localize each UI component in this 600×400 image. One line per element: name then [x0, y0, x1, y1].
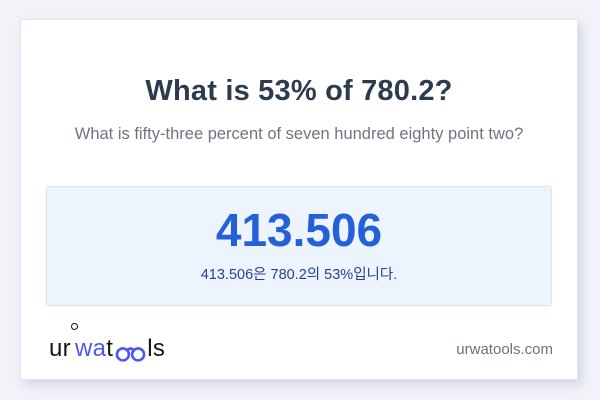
logo-text-wa: wa [74, 335, 107, 362]
degree-ring-icon [70, 323, 78, 330]
content-card: What is 53% of 780.2? What is fifty-thre… [20, 19, 578, 380]
logo-text-t: t [106, 335, 114, 362]
page-title: What is 53% of 780.2? [145, 75, 453, 107]
glasses-icon [115, 347, 146, 362]
logo-text-ur: ur [49, 335, 71, 362]
footer-row: ur wa t ls urwatools.com [49, 323, 553, 362]
result-value: 413.506 [215, 204, 383, 256]
result-explanation: 413.506은 780.2의 53%입니다. [200, 266, 398, 283]
logo[interactable]: ur wa t ls [49, 323, 166, 362]
site-url: urwatools.com [456, 340, 553, 358]
page-subtitle: What is fifty-three percent of seven hun… [74, 125, 524, 143]
logo-text-ls: ls [147, 335, 166, 362]
result-box: 413.506 413.506은 780.2의 53%입니다. [46, 186, 552, 306]
